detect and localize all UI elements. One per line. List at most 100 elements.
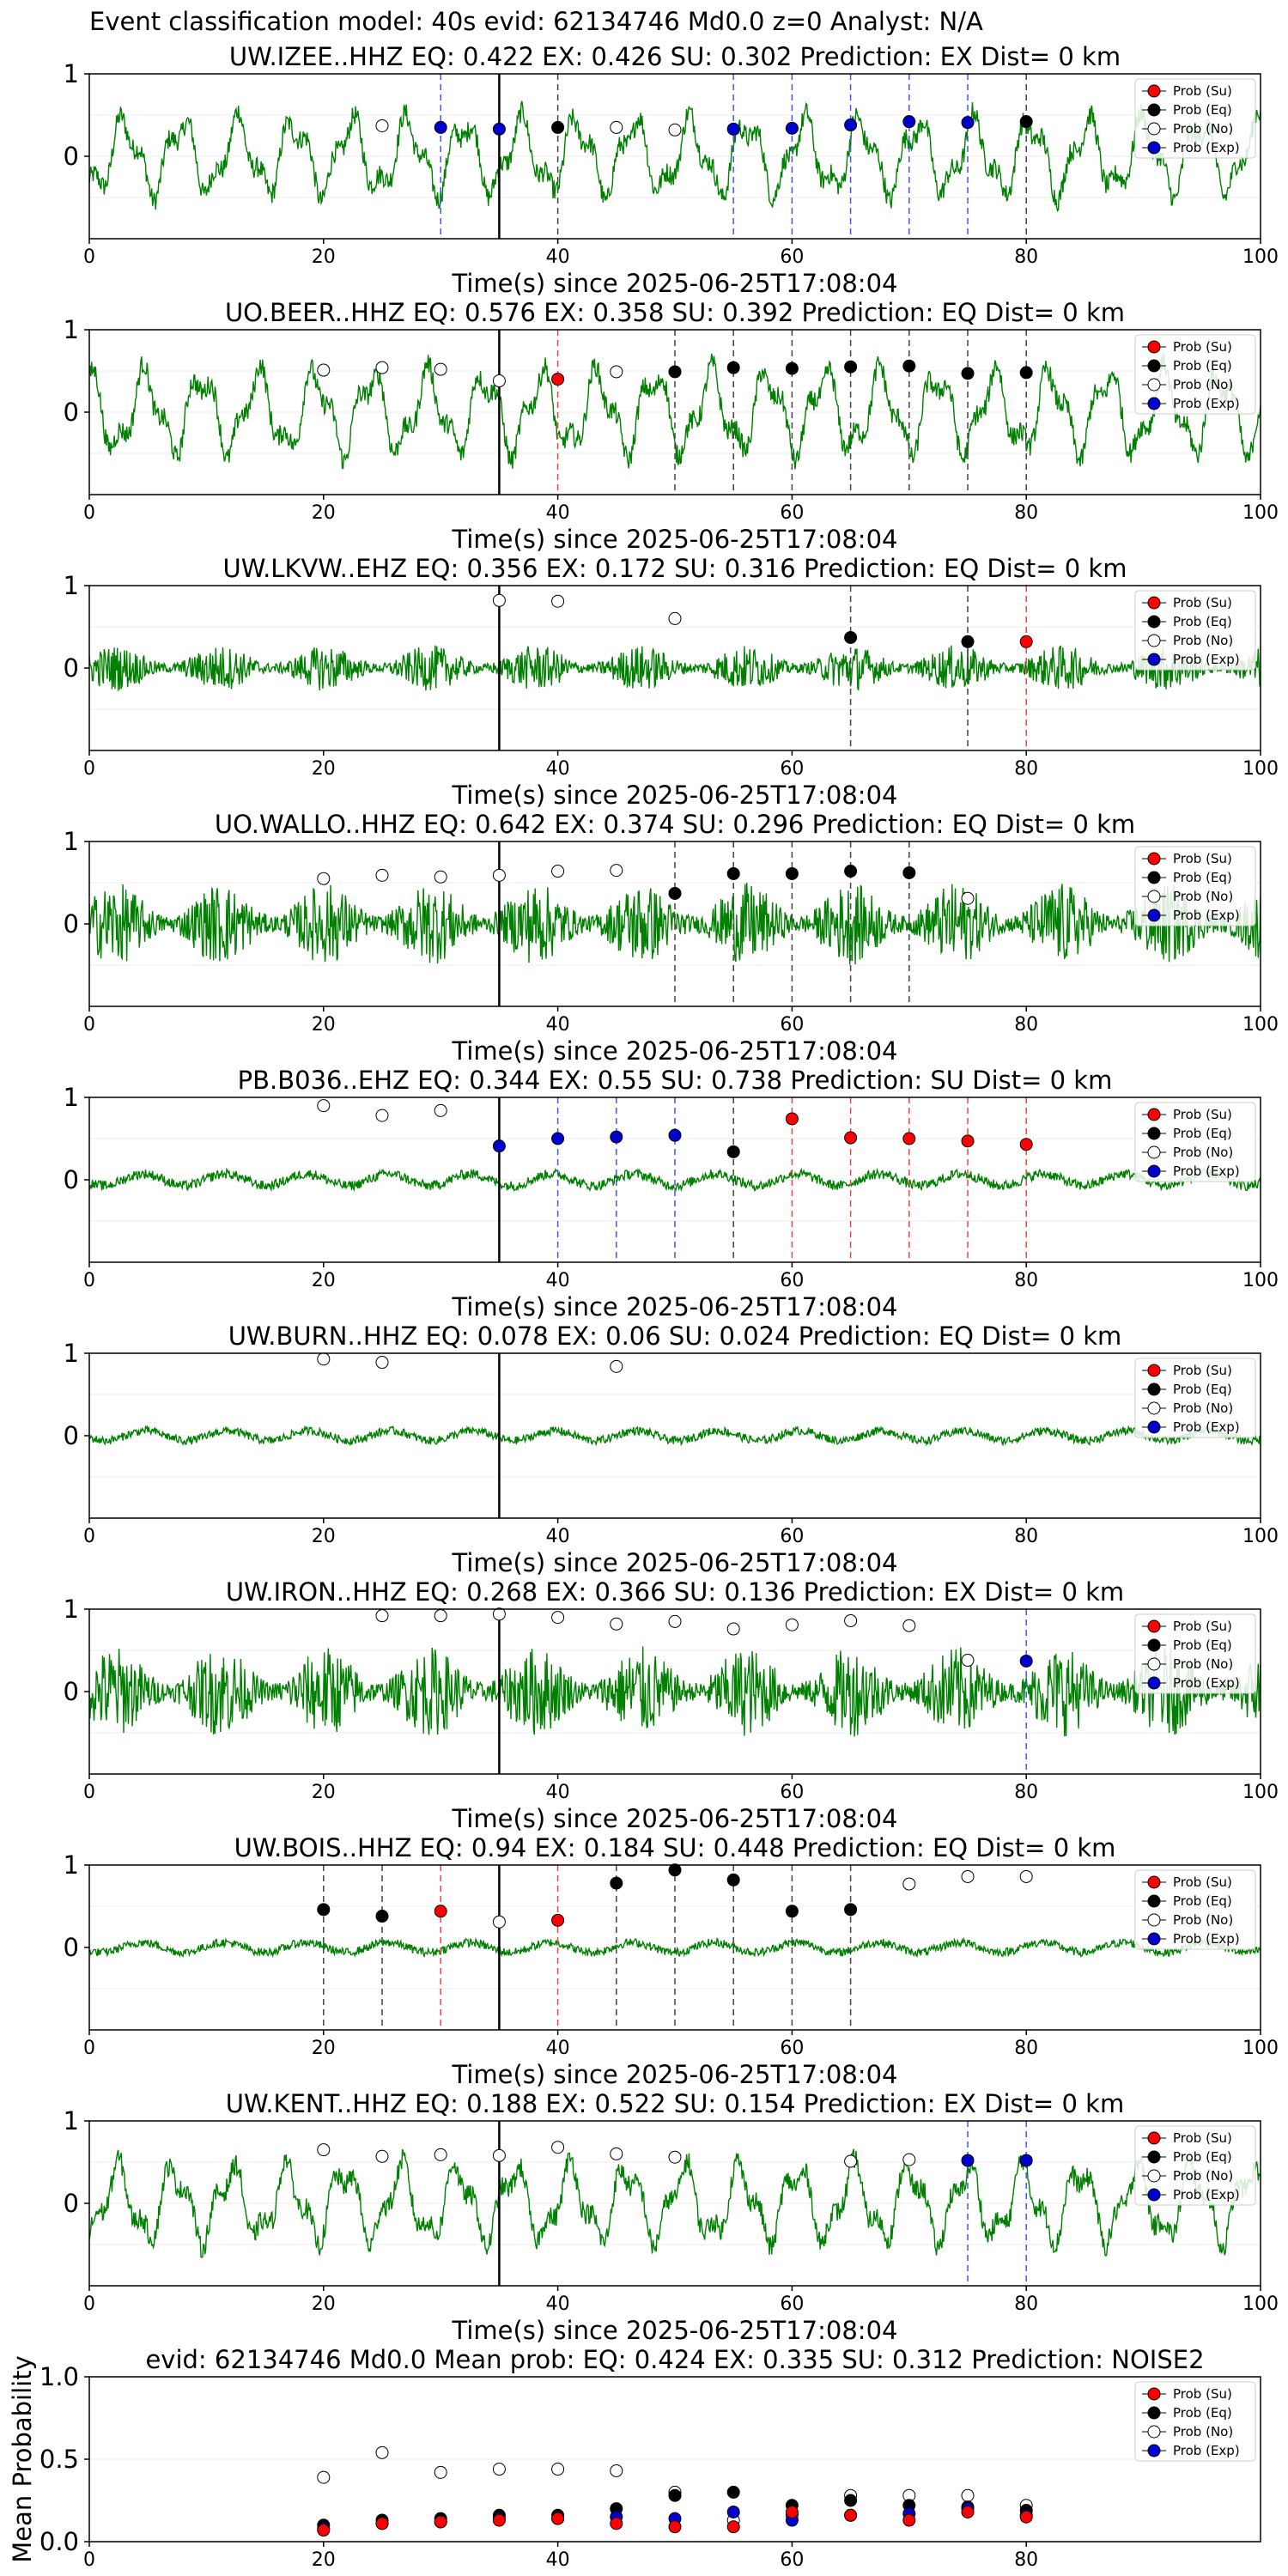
prob-point-su bbox=[902, 1132, 916, 1145]
prob-point-no bbox=[434, 1103, 447, 1117]
prob-point-eq bbox=[668, 365, 682, 379]
ytick-label: 0 bbox=[64, 142, 79, 171]
prob-point-eq bbox=[785, 361, 799, 375]
prob-point-no bbox=[375, 1609, 389, 1623]
xtick-label: 80 bbox=[1014, 2293, 1038, 2315]
legend-marker bbox=[1147, 2406, 1161, 2420]
ytick-label: 0 bbox=[64, 1933, 79, 1962]
prob-point-no bbox=[375, 868, 389, 882]
prob-point-eq bbox=[844, 1903, 858, 1917]
subplot-title: UW.IRON..HHZ EQ: 0.268 EX: 0.366 SU: 0.1… bbox=[226, 1577, 1124, 1607]
legend-label: Prob (Eq) bbox=[1173, 2405, 1232, 2421]
xtick-label: 0 bbox=[83, 1526, 95, 1547]
legend-label: Prob (Su) bbox=[1173, 83, 1232, 99]
legend-label: Prob (Eq) bbox=[1173, 2149, 1232, 2165]
prob-point-exp bbox=[551, 1132, 565, 1145]
legend-label: Prob (Su) bbox=[1173, 2386, 1232, 2402]
xtick-label: 80 bbox=[1014, 1270, 1038, 1291]
waveform-trace bbox=[89, 883, 1261, 965]
xlabel: Time(s) since 2025-06-25T17:08:04 bbox=[452, 1804, 898, 1833]
prob-point-no bbox=[375, 2149, 389, 2163]
legend-label: Prob (No) bbox=[1173, 2168, 1233, 2184]
ytick-label: 0 bbox=[64, 909, 79, 939]
prob-point-exp bbox=[492, 1139, 506, 1153]
mean-point-no bbox=[551, 2463, 565, 2476]
subplot-5: PB.B036..EHZ EQ: 0.344 EX: 0.55 SU: 0.73… bbox=[64, 1066, 1279, 1321]
xtick-label: 0 bbox=[83, 1270, 95, 1291]
prob-point-eq bbox=[785, 1905, 799, 1918]
legend-label: Prob (Su) bbox=[1173, 595, 1232, 611]
legend-box bbox=[1134, 846, 1256, 927]
prob-point-exp bbox=[434, 120, 447, 134]
legend-marker bbox=[1147, 1108, 1161, 1121]
mean-point-su bbox=[785, 2505, 799, 2518]
prob-point-no bbox=[492, 1607, 506, 1621]
prob-point-no bbox=[961, 891, 975, 905]
legend-marker bbox=[1147, 634, 1161, 647]
prob-point-su bbox=[1019, 635, 1033, 648]
legend-label: Prob (No) bbox=[1173, 121, 1233, 137]
xtick-label: 40 bbox=[546, 1270, 570, 1291]
legend-marker bbox=[1147, 890, 1161, 903]
xtick-label: 0 bbox=[83, 758, 95, 780]
legend-box bbox=[1134, 334, 1256, 415]
prob-point-exp bbox=[726, 122, 740, 136]
prob-point-eq bbox=[726, 1873, 740, 1886]
legend-label: Prob (Su) bbox=[1173, 2130, 1232, 2146]
mean-point-no bbox=[375, 2445, 389, 2459]
figure-suptitle: Event classification model: 40s evid: 62… bbox=[89, 7, 983, 36]
subplot-2: UO.BEER..HHZ EQ: 0.576 EX: 0.358 SU: 0.3… bbox=[64, 298, 1279, 554]
prob-point-exp bbox=[961, 116, 975, 130]
prob-point-no bbox=[961, 1654, 975, 1668]
mean-point-no bbox=[610, 2464, 623, 2477]
xtick-label: 0 bbox=[83, 502, 95, 524]
prob-point-no bbox=[610, 365, 623, 379]
prob-point-no bbox=[375, 361, 389, 374]
xtick-label: 60 bbox=[780, 502, 804, 524]
xtick-label: 100 bbox=[1242, 1014, 1279, 1036]
prob-point-eq bbox=[844, 360, 858, 374]
prob-point-eq bbox=[1019, 366, 1033, 380]
xtick-label: 80 bbox=[1014, 1014, 1038, 1036]
prob-point-no bbox=[492, 2148, 506, 2162]
legend-box bbox=[1134, 1102, 1256, 1182]
prob-point-su bbox=[551, 373, 565, 386]
xtick-label: 0 bbox=[83, 246, 95, 268]
legend-marker bbox=[1147, 2188, 1161, 2202]
subplot-8: UW.BOIS..HHZ EQ: 0.94 EX: 0.184 SU: 0.44… bbox=[64, 1833, 1279, 2089]
mean-point-su bbox=[844, 2508, 858, 2522]
legend-marker bbox=[1147, 141, 1161, 155]
ytick-label: 1 bbox=[64, 827, 79, 856]
xtick-label: 60 bbox=[780, 1526, 804, 1547]
xtick-label: 20 bbox=[312, 1526, 336, 1547]
ylabel: Mean Probability bbox=[8, 2355, 37, 2563]
mean-point-su bbox=[317, 2524, 331, 2537]
legend-label: Prob (Eq) bbox=[1173, 1126, 1232, 1141]
legend-label: Prob (Exp) bbox=[1173, 908, 1240, 923]
legend-marker bbox=[1147, 1894, 1161, 1908]
xtick-label: 100 bbox=[1242, 1526, 1279, 1547]
prob-point-eq bbox=[726, 866, 740, 880]
xtick-label: 80 bbox=[1014, 758, 1038, 780]
prob-point-su bbox=[1019, 1138, 1033, 1151]
xtick-label: 100 bbox=[1242, 2038, 1279, 2059]
xtick-label: 40 bbox=[546, 246, 570, 268]
prob-point-eq bbox=[726, 1145, 740, 1158]
xlabel: Time(s) since 2025-06-25T17:08:04 bbox=[452, 781, 898, 810]
legend-marker bbox=[1147, 378, 1161, 392]
ytick-label: 0 bbox=[64, 2189, 79, 2218]
xtick-label: 20 bbox=[312, 2038, 336, 2059]
legend-label: Prob (Exp) bbox=[1173, 1419, 1240, 1435]
prob-point-no bbox=[492, 593, 506, 607]
xtick-label: 40 bbox=[546, 502, 570, 524]
subplot-7: UW.IRON..HHZ EQ: 0.268 EX: 0.366 SU: 0.1… bbox=[64, 1577, 1279, 1833]
mean-point-eq bbox=[844, 2494, 858, 2507]
prob-point-no bbox=[551, 1611, 565, 1625]
legend-marker bbox=[1147, 340, 1161, 354]
legend-marker bbox=[1147, 103, 1161, 117]
xtick-label: 40 bbox=[546, 2038, 570, 2059]
legend-marker bbox=[1147, 871, 1161, 884]
prob-point-no bbox=[610, 1359, 623, 1373]
xtick-label: 0 bbox=[83, 1014, 95, 1036]
